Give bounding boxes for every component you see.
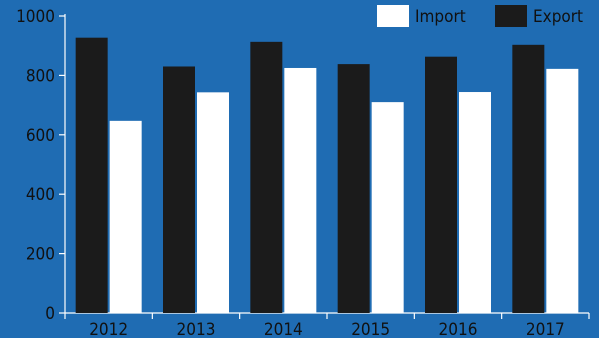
legend-swatch-import <box>377 5 409 27</box>
x-tick-label: 2016 <box>439 320 478 338</box>
x-tick-label: 2012 <box>89 320 128 338</box>
y-tick-label: 0 <box>45 304 55 324</box>
bar-export-2017 <box>512 44 545 314</box>
legend-swatch-export <box>495 5 527 27</box>
bar-import-2015 <box>371 102 404 313</box>
bar-export-2013 <box>163 66 195 314</box>
legend-label-import: Import <box>415 7 466 27</box>
y-tick-label: 800 <box>26 66 55 86</box>
y-tick-label: 400 <box>26 185 55 205</box>
y-tick-label: 600 <box>26 126 55 146</box>
bar-export-2014 <box>250 41 283 314</box>
x-tick-label: 2014 <box>264 320 303 338</box>
x-tick-label: 2017 <box>526 320 565 338</box>
bar-import-2013 <box>197 92 229 313</box>
x-tick-label: 2015 <box>351 320 390 338</box>
bar-import-2012 <box>109 120 142 313</box>
bar-import-2017 <box>546 68 579 313</box>
bar-import-2014 <box>284 67 317 313</box>
bar-export-2015 <box>337 64 370 313</box>
y-tick-label: 1000 <box>16 7 55 27</box>
legend-label-export: Export <box>533 7 583 27</box>
bar-export-2016 <box>425 56 457 314</box>
bar-export-2012 <box>75 37 108 313</box>
bar-import-2016 <box>459 92 491 313</box>
x-tick-label: 2013 <box>177 320 216 338</box>
y-tick-label: 200 <box>26 245 55 265</box>
